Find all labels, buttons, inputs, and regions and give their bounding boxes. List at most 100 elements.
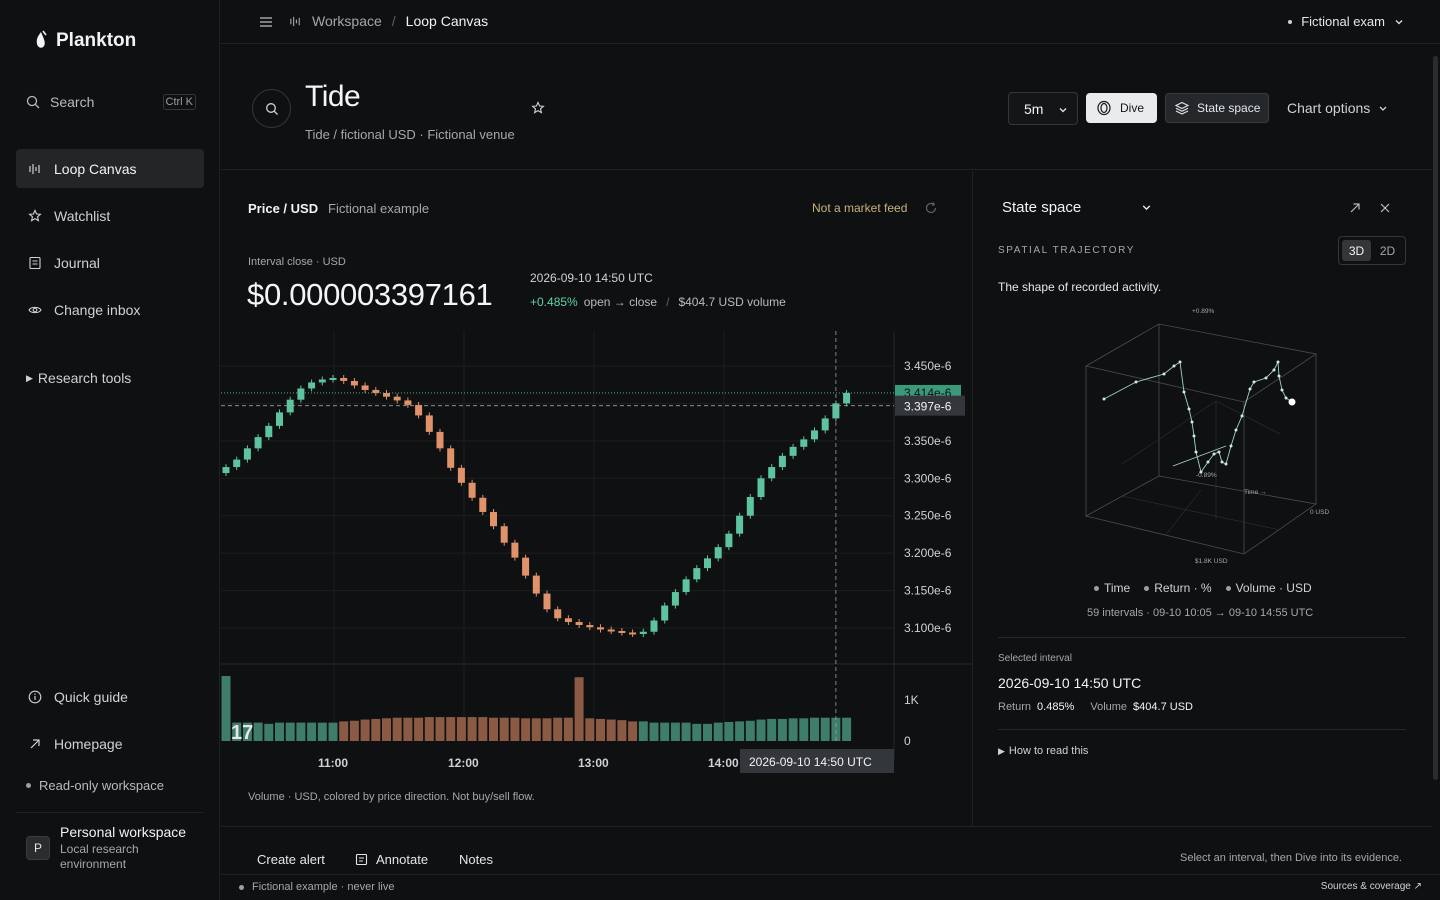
candle-body[interactable] bbox=[511, 542, 519, 558]
candle-body[interactable] bbox=[532, 575, 540, 594]
sources-link[interactable]: Sources & coverage ↗ bbox=[1320, 881, 1422, 892]
candle-body[interactable] bbox=[639, 631, 647, 634]
expand-icon[interactable] bbox=[1349, 202, 1361, 214]
sidebar-item-change-inbox[interactable]: Change inbox bbox=[16, 290, 204, 329]
app-logo[interactable]: Plankton bbox=[32, 30, 136, 52]
interval-select[interactable]: 5m bbox=[1008, 92, 1078, 125]
candle-body[interactable] bbox=[800, 439, 808, 447]
trajectory-point[interactable] bbox=[1187, 407, 1191, 411]
trajectory-point[interactable] bbox=[1220, 460, 1224, 464]
main-scrollbar[interactable] bbox=[1432, 44, 1440, 874]
trajectory-3d-plot[interactable]: +0.89% -0.89% Time → 0 USD $1.8K USD bbox=[1074, 304, 1334, 569]
sidebar-search[interactable]: Search Ctrl K bbox=[26, 92, 196, 112]
trajectory-point[interactable] bbox=[1190, 420, 1194, 424]
candle-body[interactable] bbox=[789, 446, 797, 456]
trajectory-point[interactable] bbox=[1217, 450, 1221, 454]
candle-body[interactable] bbox=[821, 418, 829, 431]
candle-body[interactable] bbox=[286, 399, 294, 413]
trajectory-point[interactable] bbox=[1162, 372, 1166, 376]
trajectory-point[interactable] bbox=[1178, 360, 1182, 364]
candle-body[interactable] bbox=[586, 625, 594, 628]
candle-body[interactable] bbox=[768, 467, 776, 479]
mode-3d-button[interactable]: 3D bbox=[1342, 240, 1371, 261]
candle-body[interactable] bbox=[661, 605, 669, 621]
scrollbar-thumb[interactable] bbox=[1433, 56, 1438, 780]
candle-body[interactable] bbox=[308, 382, 316, 389]
candle-body[interactable] bbox=[629, 632, 637, 635]
annotate-button[interactable]: Annotate bbox=[355, 852, 428, 867]
candlestick-chart[interactable]: 17 3.450e-63.400e-63.350e-63.300e-63.250… bbox=[221, 331, 973, 776]
candle-body[interactable] bbox=[276, 412, 283, 426]
sidebar-item-journal[interactable]: Journal bbox=[16, 243, 204, 282]
candle-body[interactable] bbox=[714, 547, 722, 559]
candle-body[interactable] bbox=[564, 618, 572, 623]
candle-body[interactable] bbox=[265, 425, 273, 438]
trajectory-point[interactable] bbox=[1252, 380, 1256, 384]
candle-body[interactable] bbox=[415, 404, 423, 416]
candle-body[interactable] bbox=[254, 437, 262, 449]
trajectory-point[interactable] bbox=[1134, 380, 1138, 384]
trajectory-point[interactable] bbox=[1194, 450, 1198, 454]
trajectory-point[interactable] bbox=[1284, 396, 1288, 400]
sidebar-item-loop-canvas[interactable]: Loop Canvas bbox=[16, 149, 204, 188]
how-to-read-toggle[interactable]: ▶ How to read this bbox=[998, 745, 1088, 757]
candle-body[interactable] bbox=[671, 592, 679, 606]
candle-body[interactable] bbox=[500, 526, 508, 543]
candle-body[interactable] bbox=[650, 620, 658, 632]
research-tools-toggle[interactable]: ▶ Research tools bbox=[26, 370, 131, 386]
candle-body[interactable] bbox=[447, 448, 455, 468]
candle-body[interactable] bbox=[361, 385, 369, 390]
candle-body[interactable] bbox=[393, 396, 401, 401]
trajectory-point[interactable] bbox=[1192, 434, 1196, 438]
candle-body[interactable] bbox=[746, 497, 754, 516]
candle-body[interactable] bbox=[297, 388, 305, 400]
create-alert-button[interactable]: Create alert bbox=[257, 852, 325, 867]
candle-body[interactable] bbox=[436, 431, 444, 449]
trajectory-point[interactable] bbox=[1280, 388, 1284, 392]
candle-body[interactable] bbox=[778, 455, 786, 468]
candle-body[interactable] bbox=[479, 497, 487, 512]
trajectory-point[interactable] bbox=[1229, 444, 1233, 448]
chart-options-menu[interactable]: Chart options bbox=[1287, 100, 1388, 116]
candle-body[interactable] bbox=[693, 568, 701, 580]
candle-body[interactable] bbox=[736, 515, 744, 534]
trajectory-point[interactable] bbox=[1102, 397, 1106, 401]
candle-body[interactable] bbox=[575, 622, 583, 626]
homepage-link[interactable]: Homepage bbox=[16, 724, 204, 763]
trajectory-point[interactable] bbox=[1277, 374, 1281, 378]
candle-body[interactable] bbox=[554, 609, 562, 619]
mode-2d-button[interactable]: 2D bbox=[1379, 243, 1396, 258]
trajectory-point[interactable] bbox=[1212, 452, 1216, 456]
dive-button[interactable]: Dive bbox=[1086, 93, 1157, 123]
close-icon[interactable] bbox=[1379, 202, 1391, 214]
trajectory-point[interactable] bbox=[1182, 390, 1186, 394]
selected-point-marker[interactable] bbox=[1288, 398, 1296, 406]
state-space-title-select[interactable]: State space bbox=[1002, 199, 1152, 216]
candle-body[interactable] bbox=[682, 579, 690, 593]
candle-body[interactable] bbox=[811, 430, 818, 440]
candle-body[interactable] bbox=[522, 557, 530, 576]
trajectory-point[interactable] bbox=[1248, 387, 1252, 391]
candle-body[interactable] bbox=[383, 392, 390, 397]
trajectory-point[interactable] bbox=[1234, 428, 1238, 432]
trajectory-point[interactable] bbox=[1276, 360, 1280, 364]
breadcrumb-workspace[interactable]: Workspace bbox=[312, 13, 382, 29]
state-space-button[interactable]: State space bbox=[1165, 93, 1269, 123]
asset-search-button[interactable] bbox=[252, 89, 291, 128]
candle-body[interactable] bbox=[457, 467, 465, 483]
refresh-icon[interactable] bbox=[924, 201, 938, 215]
candle-body[interactable] bbox=[757, 478, 765, 497]
candle-body[interactable] bbox=[843, 392, 851, 404]
hamburger-icon[interactable] bbox=[259, 15, 273, 29]
workspace-switcher[interactable]: P Personal workspace Local research envi… bbox=[26, 824, 186, 872]
candle-body[interactable] bbox=[318, 379, 326, 383]
candle-body[interactable] bbox=[725, 533, 733, 548]
notes-button[interactable]: Notes bbox=[459, 852, 493, 867]
candle-body[interactable] bbox=[618, 630, 626, 633]
candle-body[interactable] bbox=[404, 400, 412, 405]
candle-body[interactable] bbox=[350, 380, 358, 386]
account-menu[interactable]: Fictional exam bbox=[1288, 14, 1404, 29]
candle-body[interactable] bbox=[704, 558, 711, 569]
candle-body[interactable] bbox=[490, 511, 497, 527]
trajectory-point[interactable] bbox=[1224, 462, 1228, 466]
